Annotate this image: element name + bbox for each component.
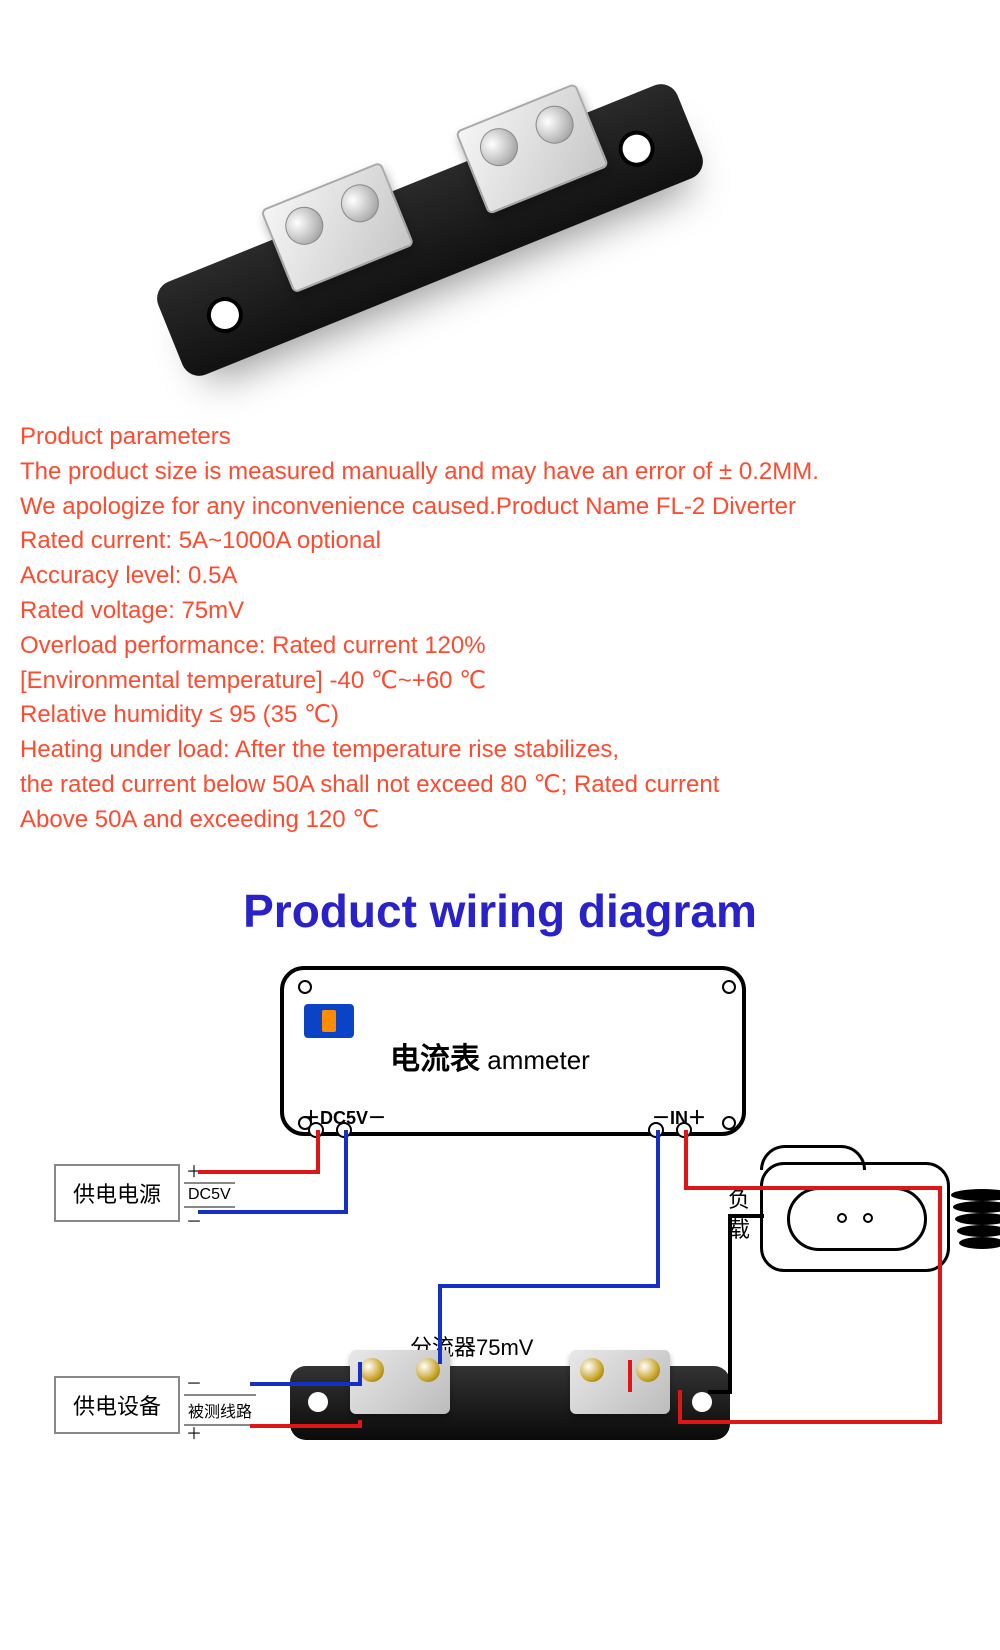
- shunt-device: [290, 1366, 730, 1440]
- params-heading: Product parameters: [20, 420, 980, 455]
- params-line: Overload performance: Rated current 120%: [20, 629, 980, 664]
- power-minus: －: [186, 1208, 202, 1232]
- params-line: the rated current below 50A shall not ex…: [20, 768, 980, 803]
- params-line: Accuracy level: 0.5A: [20, 559, 980, 594]
- product-parameters: Product parametersThe product size is me…: [0, 400, 1000, 850]
- params-line: Heating under load: After the temperatur…: [20, 733, 980, 768]
- meter-port: [648, 1122, 664, 1138]
- params-line: [Environmental temperature] -40 ℃~+60 ℃: [20, 664, 980, 699]
- wiring-diagram: 电流表 ammeter＋DC5V－－IN＋供电电源＋DC5V－供电设备－被测线路…: [20, 966, 980, 1486]
- load-label-2: 载: [728, 1212, 750, 1244]
- params-line: The product size is measured manually an…: [20, 455, 980, 490]
- equipment-plus: ＋: [186, 1420, 202, 1444]
- meter-port: [308, 1122, 324, 1138]
- meter-port: [676, 1122, 692, 1138]
- params-line: We apologize for any inconvenience cause…: [20, 490, 980, 525]
- power-sub-label: DC5V: [184, 1182, 235, 1208]
- equipment-box: 供电设备: [54, 1376, 180, 1434]
- params-line: Rated voltage: 75mV: [20, 594, 980, 629]
- wire: [200, 1132, 318, 1172]
- wire: [440, 1132, 658, 1362]
- params-line: Rated current: 5A~1000A optional: [20, 524, 980, 559]
- power-plus: ＋: [186, 1158, 202, 1182]
- shunt-illustration: [152, 79, 709, 381]
- params-line: Above 50A and exceeding 120 ℃: [20, 803, 980, 838]
- product-photo: [0, 0, 1000, 400]
- equipment-minus: －: [186, 1370, 202, 1394]
- ammeter-box: 电流表 ammeter＋DC5V－－IN＋: [280, 966, 746, 1136]
- load-motor: [760, 1162, 950, 1272]
- meter-port: [336, 1122, 352, 1138]
- power-supply-box: 供电电源: [54, 1164, 180, 1222]
- ammeter-label: 电流表 ammeter: [390, 1034, 590, 1078]
- load-label-1: 负: [728, 1182, 750, 1214]
- params-line: Relative humidity ≤ 95 (35 ℃): [20, 698, 980, 733]
- wiring-diagram-title: Product wiring diagram: [0, 850, 1000, 966]
